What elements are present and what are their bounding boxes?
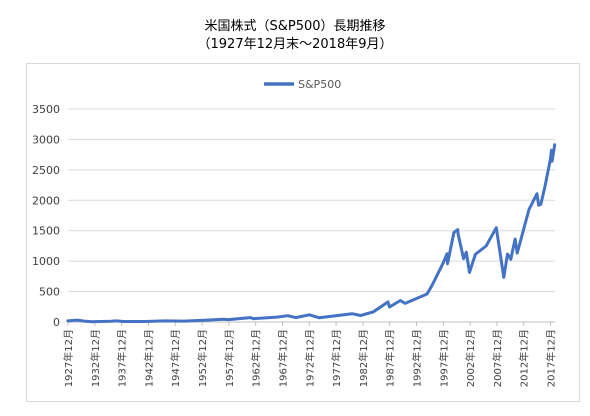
y-tick-label: 0 <box>53 316 60 329</box>
x-tick-label: 1967年12月 <box>276 329 289 387</box>
x-tick-label: 1997年12月 <box>437 329 450 387</box>
x-tick-label: 1932年12月 <box>89 329 102 387</box>
x-tick-label: 1957年12月 <box>223 329 236 387</box>
y-tick-label: 500 <box>39 286 60 299</box>
x-tick-label: 1952年12月 <box>196 329 209 387</box>
x-tick-label: 2002年12月 <box>464 329 477 387</box>
x-tick-label: 1992年12月 <box>411 329 424 387</box>
chart-frame <box>26 63 580 402</box>
x-tick-label: 1962年12月 <box>250 329 263 387</box>
x-tick-label: 1937年12月 <box>116 329 129 387</box>
gridlines <box>68 108 555 323</box>
x-tick-label: 1982年12月 <box>357 329 370 387</box>
y-axis: 0 500 1000 1500 2000 2500 3000 3500 <box>32 103 60 329</box>
x-tick-label: 1927年12月 <box>62 329 75 387</box>
y-tick-label: 1500 <box>32 225 60 238</box>
series-line-sp500 <box>66 143 557 324</box>
series-layer <box>66 143 557 324</box>
y-tick-label: 3500 <box>32 103 60 116</box>
legend: S&P500 <box>264 78 341 91</box>
x-tick-label: 2007年12月 <box>491 329 504 387</box>
x-axis: 1927年12月 1932年12月 1937年12月 1942年12月 1947年12月… <box>62 322 558 387</box>
x-tick-label: 1972年12月 <box>303 329 316 387</box>
y-tick-label: 2500 <box>32 164 60 177</box>
y-tick-label: 1000 <box>32 255 60 268</box>
x-tick-label: 1987年12月 <box>384 329 397 387</box>
x-tick-label: 1977年12月 <box>330 329 343 387</box>
chart-subtitle: （1927年12月末～2018年9月） <box>197 37 393 52</box>
chart-title: 米国株式（S&P500）長期推移 <box>204 19 386 34</box>
x-tick-label: 1942年12月 <box>142 329 155 387</box>
x-tick-label: 2012年12月 <box>518 329 531 387</box>
y-tick-label: 3000 <box>32 133 60 146</box>
x-tick-label: 1947年12月 <box>169 329 182 387</box>
y-tick-label: 2000 <box>32 194 60 207</box>
x-tick-label: 2017年12月 <box>545 329 558 387</box>
legend-label-sp500: S&P500 <box>298 78 341 91</box>
